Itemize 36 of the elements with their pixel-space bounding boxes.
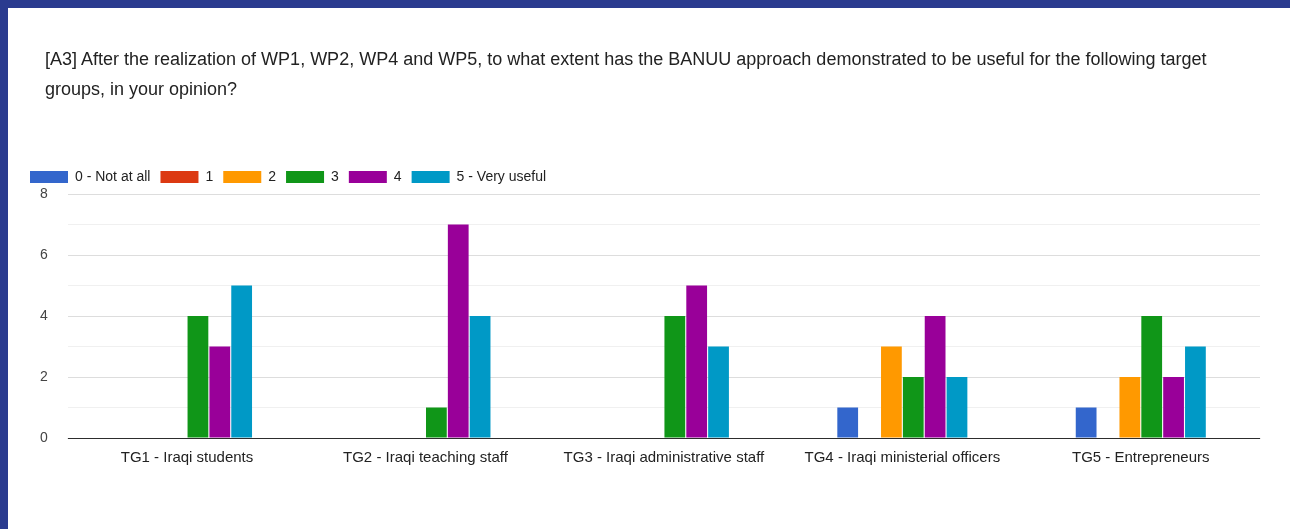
y-tick-label: 4 xyxy=(39,306,48,323)
bar xyxy=(924,316,946,438)
bar xyxy=(1163,377,1184,438)
legend-label: 2 xyxy=(268,167,277,184)
bar xyxy=(187,316,209,438)
bar xyxy=(1119,377,1141,438)
x-tick-label: TG4 - Iraqi ministerial officers xyxy=(804,448,1001,466)
legend-label: 5 - Very useful xyxy=(456,167,547,184)
bar xyxy=(837,407,859,438)
bar xyxy=(902,377,924,438)
chart-title: [A3] After the realization of WP1, WP2, WP4 and WP5, to what extent has the BANUU approach demonstrated to be useful for the following target groups, in your opinion? xyxy=(45,48,1208,101)
bar xyxy=(231,285,253,438)
x-tick-label: TG2 - Iraqi teaching staff xyxy=(343,448,509,466)
bar xyxy=(686,285,708,438)
legend-label: 1 xyxy=(205,167,214,184)
bar xyxy=(426,407,447,438)
y-tick-label: 6 xyxy=(39,245,48,262)
y-tick-label: 8 xyxy=(39,184,48,201)
bar xyxy=(881,346,902,438)
y-tick-label: 2 xyxy=(39,367,48,384)
bar xyxy=(664,316,686,438)
bar xyxy=(1075,407,1097,438)
legend-label: 0 - Not at all xyxy=(75,167,151,184)
x-tick-label: TG1 - Iraqi students xyxy=(120,448,254,466)
x-tick-label: TG5 - Entrepreneurs xyxy=(1072,448,1210,466)
bar xyxy=(1185,346,1206,438)
legend-label: 3 xyxy=(331,167,340,184)
legend-label: 4 xyxy=(393,167,402,184)
bar xyxy=(1141,316,1163,438)
y-tick-label: 0 xyxy=(39,428,48,445)
bar xyxy=(708,346,729,438)
bar xyxy=(469,316,491,438)
bar xyxy=(447,224,469,438)
bar xyxy=(946,377,968,438)
x-tick-label: TG3 - Iraqi administrative staff xyxy=(563,448,766,466)
bar xyxy=(209,346,231,438)
